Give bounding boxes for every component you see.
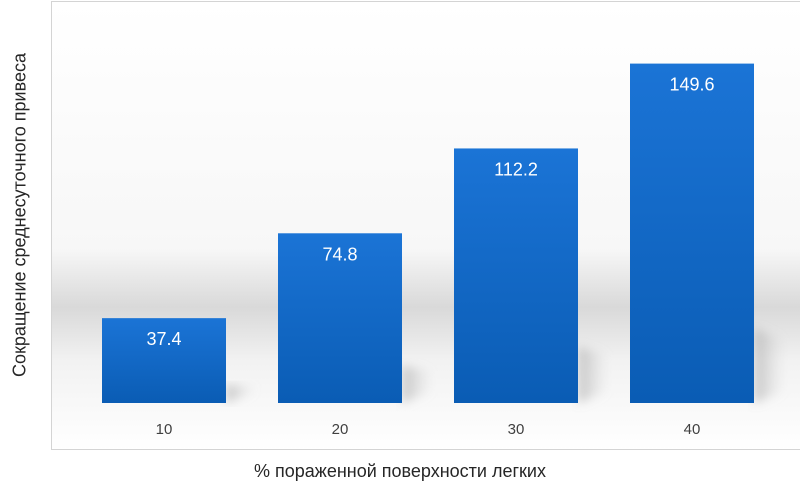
data-label-40: 149.6 xyxy=(669,75,714,95)
x-tick-label-20: 20 xyxy=(332,421,349,438)
chart-area: 37.4 74.8 112.2 149.6 10 20 30 40 xyxy=(51,1,800,450)
x-axis-label: % пораженной поверхности легких xyxy=(254,461,546,481)
bar-30 xyxy=(454,148,578,403)
data-label-30: 112.2 xyxy=(494,159,538,179)
bar-shadow xyxy=(226,384,256,403)
bar-shadow xyxy=(754,328,784,403)
bar-shadow xyxy=(578,346,608,403)
y-axis-label: Сокращение среднесуточного привеса xyxy=(9,53,30,377)
bar-20 xyxy=(278,233,402,403)
bar-shadow xyxy=(402,365,432,403)
bar-chart: 37.4 74.8 112.2 149.6 10 20 30 40 xyxy=(52,2,800,449)
bar-40 xyxy=(630,63,754,403)
bar-10 xyxy=(102,318,226,403)
x-tick-label-40: 40 xyxy=(684,421,701,438)
x-tick-label-10: 10 xyxy=(156,421,173,438)
data-label-20: 74.8 xyxy=(322,244,357,264)
x-tick-label-30: 30 xyxy=(508,421,525,438)
data-label-10: 37.4 xyxy=(146,329,181,349)
